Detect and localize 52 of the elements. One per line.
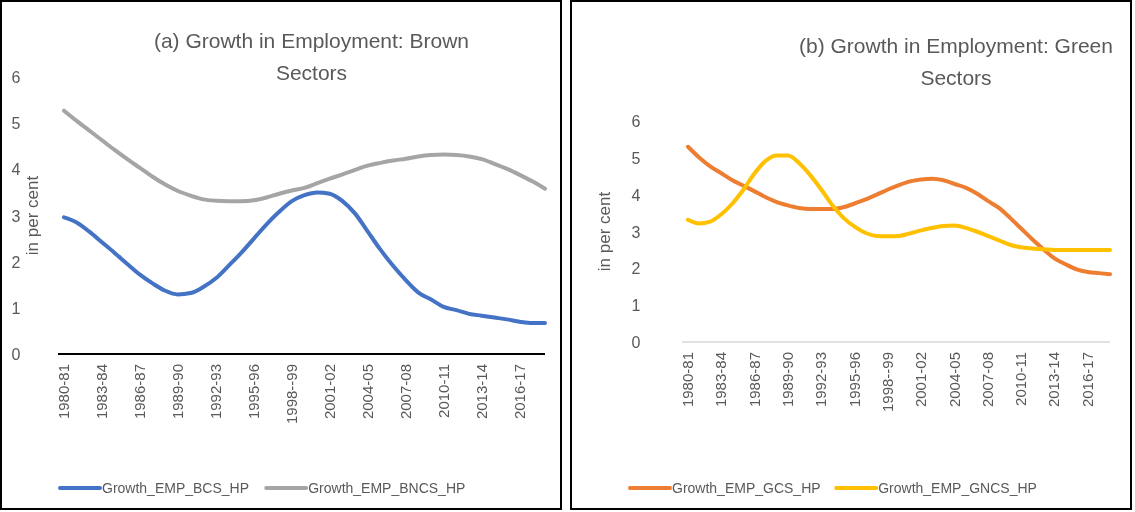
chart-title: (a) Growth in Employment: Brown Sectors — [153, 29, 470, 84]
line-series — [62, 190, 547, 326]
line-series — [62, 108, 547, 204]
x-tick-label: 2001-02 — [912, 352, 930, 408]
x-tick-label: 1989-90 — [168, 364, 186, 420]
x-tick-label: 2016-17 — [510, 364, 528, 420]
x-tick-label: 1992-93 — [206, 364, 224, 420]
y-tick-label: 0 — [631, 334, 641, 351]
x-tick-label: 1983-84 — [712, 352, 730, 408]
y-tick-label: 3 — [631, 223, 641, 241]
legend-label: Growth_EMP_BCS_HP — [102, 480, 250, 496]
y-tick-label: 5 — [11, 115, 21, 133]
y-tick-label: 4 — [11, 161, 21, 179]
x-tick-label: 2010-11 — [1012, 352, 1030, 406]
x-tick-label: 1995-96 — [244, 364, 262, 420]
y-tick-label: 6 — [631, 113, 641, 130]
y-tick-label: 1 — [11, 299, 21, 317]
y-axis-title: in per cent — [23, 175, 42, 256]
x-tick-label: 1980-81 — [55, 364, 72, 420]
y-axis-title: in per cent — [595, 191, 614, 272]
x-tick-label: 1986-87 — [130, 364, 148, 420]
x-tick-label: 2010-11 — [434, 364, 452, 418]
legend-label: Growth_EMP_GNCS_HP — [878, 480, 1037, 496]
y-tick-label: 4 — [631, 186, 641, 204]
x-tick-label: 2013-14 — [1045, 352, 1063, 408]
x-tick-label: 1998--99 — [282, 364, 300, 425]
legend-label: Growth_EMP_GCS_HP — [672, 480, 821, 496]
x-tick-label: 2007-08 — [396, 364, 414, 420]
y-tick-label: 2 — [631, 260, 641, 278]
x-tick-label: 2001-02 — [320, 364, 338, 420]
legend-label: Growth_EMP_BNCS_HP — [308, 480, 466, 496]
x-tick-label: 1980-81 — [679, 352, 696, 408]
x-tick-label: 1998--99 — [878, 352, 896, 413]
line-series — [686, 153, 1112, 252]
x-tick-label: 1995-96 — [845, 352, 863, 408]
y-tick-label: 5 — [631, 149, 641, 167]
x-tick-label: 2007-08 — [978, 352, 996, 408]
y-tick-label: 2 — [11, 253, 21, 271]
x-tick-label: 1992-93 — [812, 352, 830, 408]
y-tick-label: 0 — [11, 346, 21, 363]
x-tick-label: 2013-14 — [472, 364, 490, 420]
x-tick-label: 2016-17 — [1078, 352, 1096, 408]
x-tick-label: 1986-87 — [745, 352, 763, 408]
x-tick-label: 1983-84 — [92, 364, 110, 420]
x-tick-label: 2004-05 — [358, 364, 376, 420]
y-tick-label: 1 — [631, 297, 641, 315]
x-tick-label: 1989-90 — [778, 352, 796, 408]
line-series — [686, 144, 1112, 277]
y-tick-label: 3 — [11, 207, 21, 225]
chart-title: (b) Growth in Employment: Green Sectors — [799, 34, 1113, 89]
y-tick-label: 6 — [11, 69, 21, 86]
x-tick-label: 2004-05 — [945, 352, 963, 408]
